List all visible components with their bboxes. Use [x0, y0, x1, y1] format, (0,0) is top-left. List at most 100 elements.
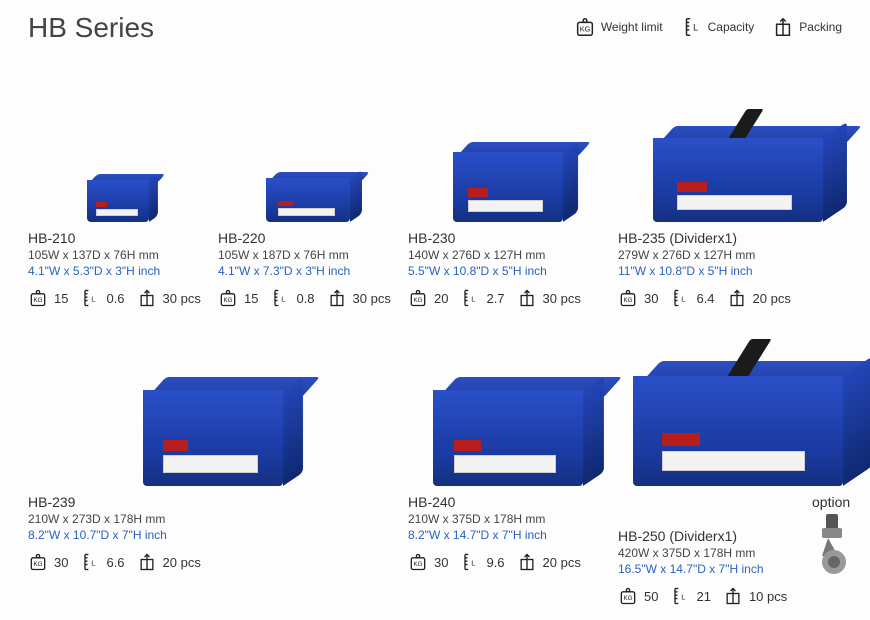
svg-text:KG: KG — [33, 297, 42, 304]
capacity-icon: L — [681, 16, 703, 38]
product-image — [618, 52, 858, 222]
spec-capacity: 9.6 — [486, 555, 504, 570]
svg-text:KG: KG — [33, 561, 42, 568]
product-name: HB-230 — [408, 230, 608, 246]
product-dim-inch: 4.1"W x 7.3"D x 3"H inch — [218, 264, 398, 278]
svg-text:L: L — [693, 23, 698, 33]
product-card-hb210: HB-210 105W x 137D x 76H mm 4.1"W x 5.3"… — [28, 52, 208, 308]
capacity-icon: L — [670, 288, 690, 308]
product-image — [28, 52, 208, 222]
spec-packing: 30 pcs — [163, 291, 201, 306]
spec-weight: 15 — [244, 291, 258, 306]
product-dim-inch: 11"W x 10.8"D x 5"H inch — [618, 264, 858, 278]
product-dim-mm: 140W x 276D x 127H mm — [408, 248, 608, 262]
capacity-icon: L — [460, 288, 480, 308]
product-specs: KG 30 L 9.6 20 pcs — [408, 552, 608, 572]
svg-text:KG: KG — [413, 561, 422, 568]
spec-weight: 30 — [434, 555, 448, 570]
product-card-hb235: HB-235 (Dividerx1) 279W x 276D x 127H mm… — [618, 52, 858, 308]
legend: KG Weight limit L Capacity Packing — [574, 16, 842, 38]
spec-weight: 15 — [54, 291, 68, 306]
product-dim-inch: 4.1"W x 5.3"D x 3"H inch — [28, 264, 208, 278]
legend-item-packing: Packing — [772, 16, 842, 38]
spec-packing: 20 pcs — [753, 291, 791, 306]
spec-capacity: 2.7 — [486, 291, 504, 306]
capacity-icon: L — [80, 288, 100, 308]
spec-packing: 30 pcs — [543, 291, 581, 306]
spec-weight: 30 — [54, 555, 68, 570]
product-image — [618, 326, 858, 486]
weight-icon: KG — [574, 16, 596, 38]
spec-weight: 30 — [644, 291, 658, 306]
packing-icon — [137, 552, 157, 572]
product-name: HB-220 — [218, 230, 398, 246]
legend-label: Packing — [799, 20, 842, 34]
svg-text:L: L — [682, 294, 686, 303]
spec-packing: 20 pcs — [163, 555, 201, 570]
product-dim-mm: 105W x 137D x 76H mm — [28, 248, 208, 262]
product-dim-inch: 8.2"W x 10.7"D x 7"H inch — [28, 528, 398, 542]
svg-text:KG: KG — [223, 297, 232, 304]
product-dim-mm: 420W x 375D x 178H mm — [618, 546, 764, 560]
spec-capacity: 21 — [696, 589, 710, 604]
option-label: option — [812, 494, 858, 510]
svg-text:L: L — [472, 294, 476, 303]
caster-icon — [812, 512, 858, 576]
product-card-hb239: HB-239 210W x 273D x 178H mm 8.2"W x 10.… — [28, 326, 398, 572]
svg-text:KG: KG — [623, 297, 632, 304]
spec-capacity: 6.4 — [696, 291, 714, 306]
capacity-icon: L — [460, 552, 480, 572]
product-card-hb220: HB-220 105W x 187D x 76H mm 4.1"W x 7.3"… — [218, 52, 398, 308]
product-dim-inch: 16.5"W x 14.7"D x 7"H inch — [618, 562, 764, 576]
svg-text:L: L — [92, 558, 96, 567]
weight-icon: KG — [618, 288, 638, 308]
weight-icon: KG — [618, 586, 638, 606]
product-card-hb240: HB-240 210W x 375D x 178H mm 8.2"W x 14.… — [408, 326, 608, 572]
product-image — [408, 52, 608, 222]
product-name: HB-210 — [28, 230, 208, 246]
legend-label: Capacity — [708, 20, 755, 34]
spec-weight: 50 — [644, 589, 658, 604]
packing-icon — [517, 552, 537, 572]
weight-icon: KG — [28, 288, 48, 308]
legend-item-capacity: L Capacity — [681, 16, 755, 38]
page-title: HB Series — [28, 12, 154, 44]
product-name: HB-240 — [408, 494, 608, 510]
product-dim-mm: 210W x 273D x 178H mm — [28, 512, 398, 526]
spec-packing: 20 pcs — [543, 555, 581, 570]
product-specs: KG15 L0.8 30 pcs — [218, 288, 398, 308]
packing-icon — [772, 16, 794, 38]
product-card-hb230: HB-230 140W x 276D x 127H mm 5.5"W x 10.… — [408, 52, 608, 308]
product-dim-inch: 8.2"W x 14.7"D x 7"H inch — [408, 528, 608, 542]
product-card-hb250: HB-250 (Dividerx1) 420W x 375D x 178H mm… — [618, 326, 858, 606]
product-specs: KG20 L2.7 30 pcs — [408, 288, 608, 308]
svg-text:L: L — [92, 294, 96, 303]
product-dim-mm: 105W x 187D x 76H mm — [218, 248, 398, 262]
product-image — [218, 52, 398, 222]
packing-icon — [137, 288, 157, 308]
spec-capacity: 0.8 — [296, 291, 314, 306]
svg-text:KG: KG — [580, 25, 591, 34]
product-image — [408, 326, 608, 486]
svg-text:KG: KG — [623, 595, 632, 602]
product-specs: KG50 L21 10 pcs — [618, 586, 858, 606]
spec-packing: 10 pcs — [749, 589, 787, 604]
weight-icon: KG — [408, 288, 428, 308]
option-group: option — [812, 494, 858, 576]
weight-icon: KG — [28, 552, 48, 572]
product-name: HB-235 (Dividerx1) — [618, 230, 858, 246]
product-name: HB-239 — [28, 494, 398, 510]
packing-icon — [517, 288, 537, 308]
legend-item-weight: KG Weight limit — [574, 16, 663, 38]
product-specs: KG 30 L 6.4 20 pcs — [618, 288, 858, 308]
packing-icon — [727, 288, 747, 308]
svg-text:L: L — [282, 294, 286, 303]
product-dim-mm: 279W x 276D x 127H mm — [618, 248, 858, 262]
product-specs: KG 15 L 0.6 30 pcs — [28, 288, 208, 308]
spec-capacity: 0.6 — [106, 291, 124, 306]
packing-icon — [723, 586, 743, 606]
svg-text:KG: KG — [413, 297, 422, 304]
legend-label: Weight limit — [601, 20, 663, 34]
capacity-icon: L — [270, 288, 290, 308]
weight-icon: KG — [218, 288, 238, 308]
